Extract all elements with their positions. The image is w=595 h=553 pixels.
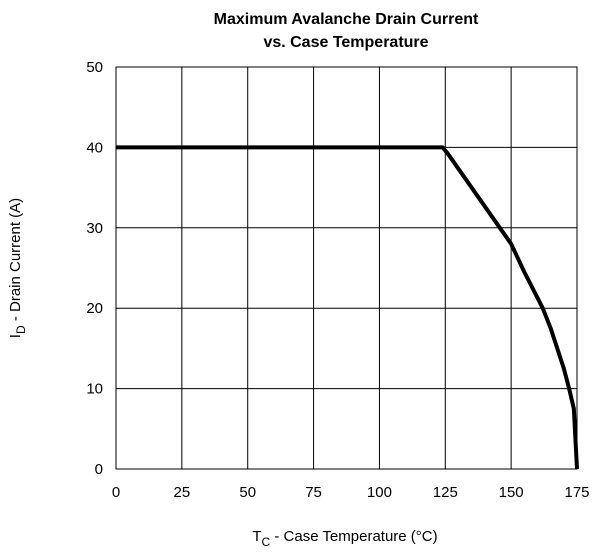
y-axis-label-main: I <box>7 334 24 338</box>
x-tick-label: 0 <box>112 484 120 501</box>
x-tick-label: 175 <box>564 484 589 501</box>
x-axis-label-rest: - Case Temperature (°C) <box>270 528 437 545</box>
tick-labels: 0 25 50 75 100 125 150 175 0 10 20 30 40 50 <box>86 59 589 501</box>
y-tick-label: 50 <box>86 59 103 76</box>
y-axis-label-sub: D <box>14 325 28 334</box>
x-tick-label: 75 <box>305 484 322 501</box>
y-axis-label-rest: - Drain Current (A) <box>7 198 24 326</box>
y-tick-label: 0 <box>95 461 103 478</box>
y-tick-label: 20 <box>86 300 103 317</box>
y-tick-label: 40 <box>86 139 103 156</box>
x-axis-label-sub: C <box>262 535 271 549</box>
y-tick-label: 10 <box>86 381 103 398</box>
chart-title-line2: vs. Case Temperature <box>263 34 428 51</box>
series-line-drain-current <box>116 145 579 470</box>
chart-title-line1: Maximum Avalanche Drain Current <box>214 11 479 28</box>
x-tick-label: 100 <box>367 484 392 501</box>
grid-lines <box>115 66 578 470</box>
x-axis-label-main: T <box>252 528 261 545</box>
x-tick-label: 25 <box>174 484 191 501</box>
x-axis-label: TC - Case Temperature (°C) <box>252 528 437 549</box>
y-axis-label: ID - Drain Current (A) <box>7 198 28 338</box>
x-tick-label: 50 <box>239 484 256 501</box>
plot-frame <box>115 66 578 470</box>
x-tick-label: 150 <box>499 484 524 501</box>
x-tick-label: 125 <box>433 484 458 501</box>
y-tick-label: 30 <box>86 220 103 237</box>
